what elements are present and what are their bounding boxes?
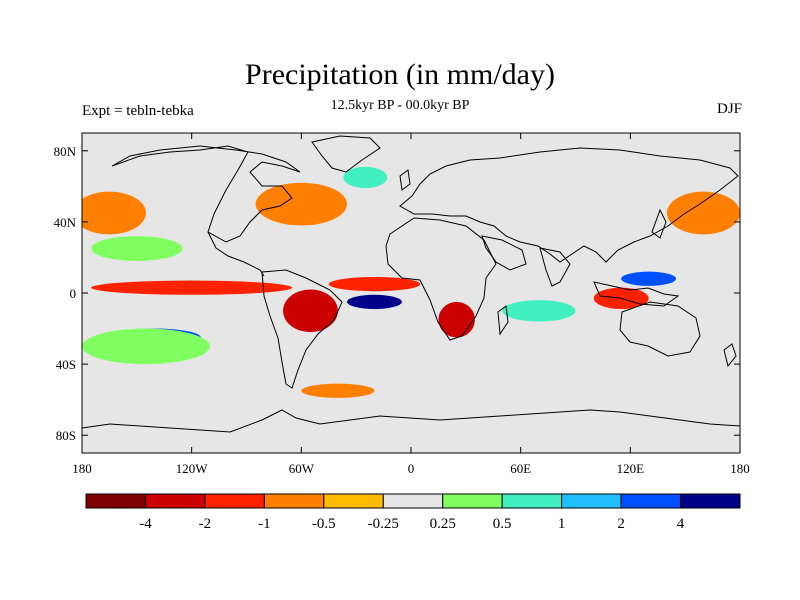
colorbar-swatch (263, 493, 325, 509)
y-tick-label: 0 (70, 286, 77, 301)
colorbar-swatch (85, 493, 146, 509)
longitude-axis: 180 120W 60W 0 60E 120E 180 (72, 133, 750, 476)
colorbar-label: -0.25 (368, 516, 399, 532)
experiment-label: Expt = tebln-tebka (82, 103, 194, 119)
north-america-coast (111, 145, 301, 243)
anomaly-east-asia-dry (666, 191, 740, 235)
plot-title: Precipitation (in mm/day) (245, 58, 555, 91)
colorbar-label: 0.25 (430, 516, 456, 532)
japan-coast (651, 208, 667, 239)
plot-subtitle: 12.5kyr BP - 00.0kyr BP (330, 98, 470, 113)
anomaly-southern-ocean-dry (301, 383, 375, 398)
colorbar-label: 2 (617, 516, 625, 532)
colorbar-label: 0.5 (493, 516, 512, 532)
anomaly-north-pacific-wet (91, 236, 183, 261)
x-tick-label: 180 (72, 461, 92, 476)
indonesia-coast (593, 281, 680, 307)
eurasia-coast (399, 147, 739, 263)
anomaly-north-atlantic-dry (255, 182, 348, 226)
season-label: DJF (716, 101, 742, 117)
colorbar-swatch (323, 493, 384, 509)
colorbar-label: -4 (139, 516, 152, 532)
latitude-axis: 80N 40N 0 40S 80S (54, 144, 740, 443)
anomaly-equatorial-pacific-dry (91, 280, 293, 295)
y-tick-label: 40S (56, 357, 76, 372)
colorbar-swatch (680, 493, 741, 509)
colorbar-label: 4 (677, 516, 685, 532)
madagascar-coast (497, 305, 509, 336)
arabia-coast (481, 235, 527, 271)
anomaly-field (82, 166, 740, 398)
antarctica-coast (82, 409, 740, 433)
x-tick-label: 60E (510, 461, 531, 476)
colorbar-label: -1 (258, 516, 271, 532)
colorbar-swatch (144, 493, 206, 509)
x-tick-label: 0 (408, 461, 415, 476)
y-tick-label: 40N (54, 215, 77, 230)
greenland-coast (311, 135, 381, 173)
colorbar-label: -0.5 (312, 516, 336, 532)
anomaly-indian-ocean-wet (502, 300, 576, 322)
coastlines (82, 135, 740, 433)
anomaly-africa-dry (438, 301, 475, 338)
india-coast (539, 247, 571, 287)
y-tick-label: 80N (54, 144, 77, 159)
colorbar-swatch (442, 493, 503, 509)
anomaly-south-atlantic-wet (347, 294, 402, 309)
x-tick-label: 120E (617, 461, 645, 476)
colorbar-swatch (382, 493, 444, 509)
anomaly-atlantic-itcz-dry (328, 277, 421, 292)
colorbar-swatch (620, 493, 682, 509)
colorbar-label: -2 (199, 516, 212, 532)
x-tick-label: 180 (730, 461, 750, 476)
colorbar: -4 -2 -1 -0.5 -0.25 0.25 0.5 1 2 4 (85, 493, 741, 532)
y-tick-label: 80S (56, 428, 76, 443)
colorbar-swatch (501, 493, 563, 509)
x-tick-label: 120W (176, 461, 209, 476)
x-tick-label: 60W (289, 461, 315, 476)
anomaly-greenland-sea-wet (343, 166, 388, 189)
anomaly-amazon-dry (283, 289, 338, 333)
uk-coast (399, 169, 411, 191)
africa-coast (385, 217, 497, 341)
australia-coast (619, 301, 701, 357)
south-america-coast (261, 269, 343, 389)
colorbar-swatch (204, 493, 265, 509)
colorbar-label: 1 (558, 516, 566, 532)
central-america-coast (207, 231, 265, 277)
anomaly-south-pacific-green (82, 328, 210, 365)
new-zealand-coast (723, 343, 737, 368)
colorbar-swatch (561, 493, 622, 509)
anomaly-north-pacific-dry (82, 191, 146, 235)
anomaly-west-pacific-wet (621, 271, 677, 286)
